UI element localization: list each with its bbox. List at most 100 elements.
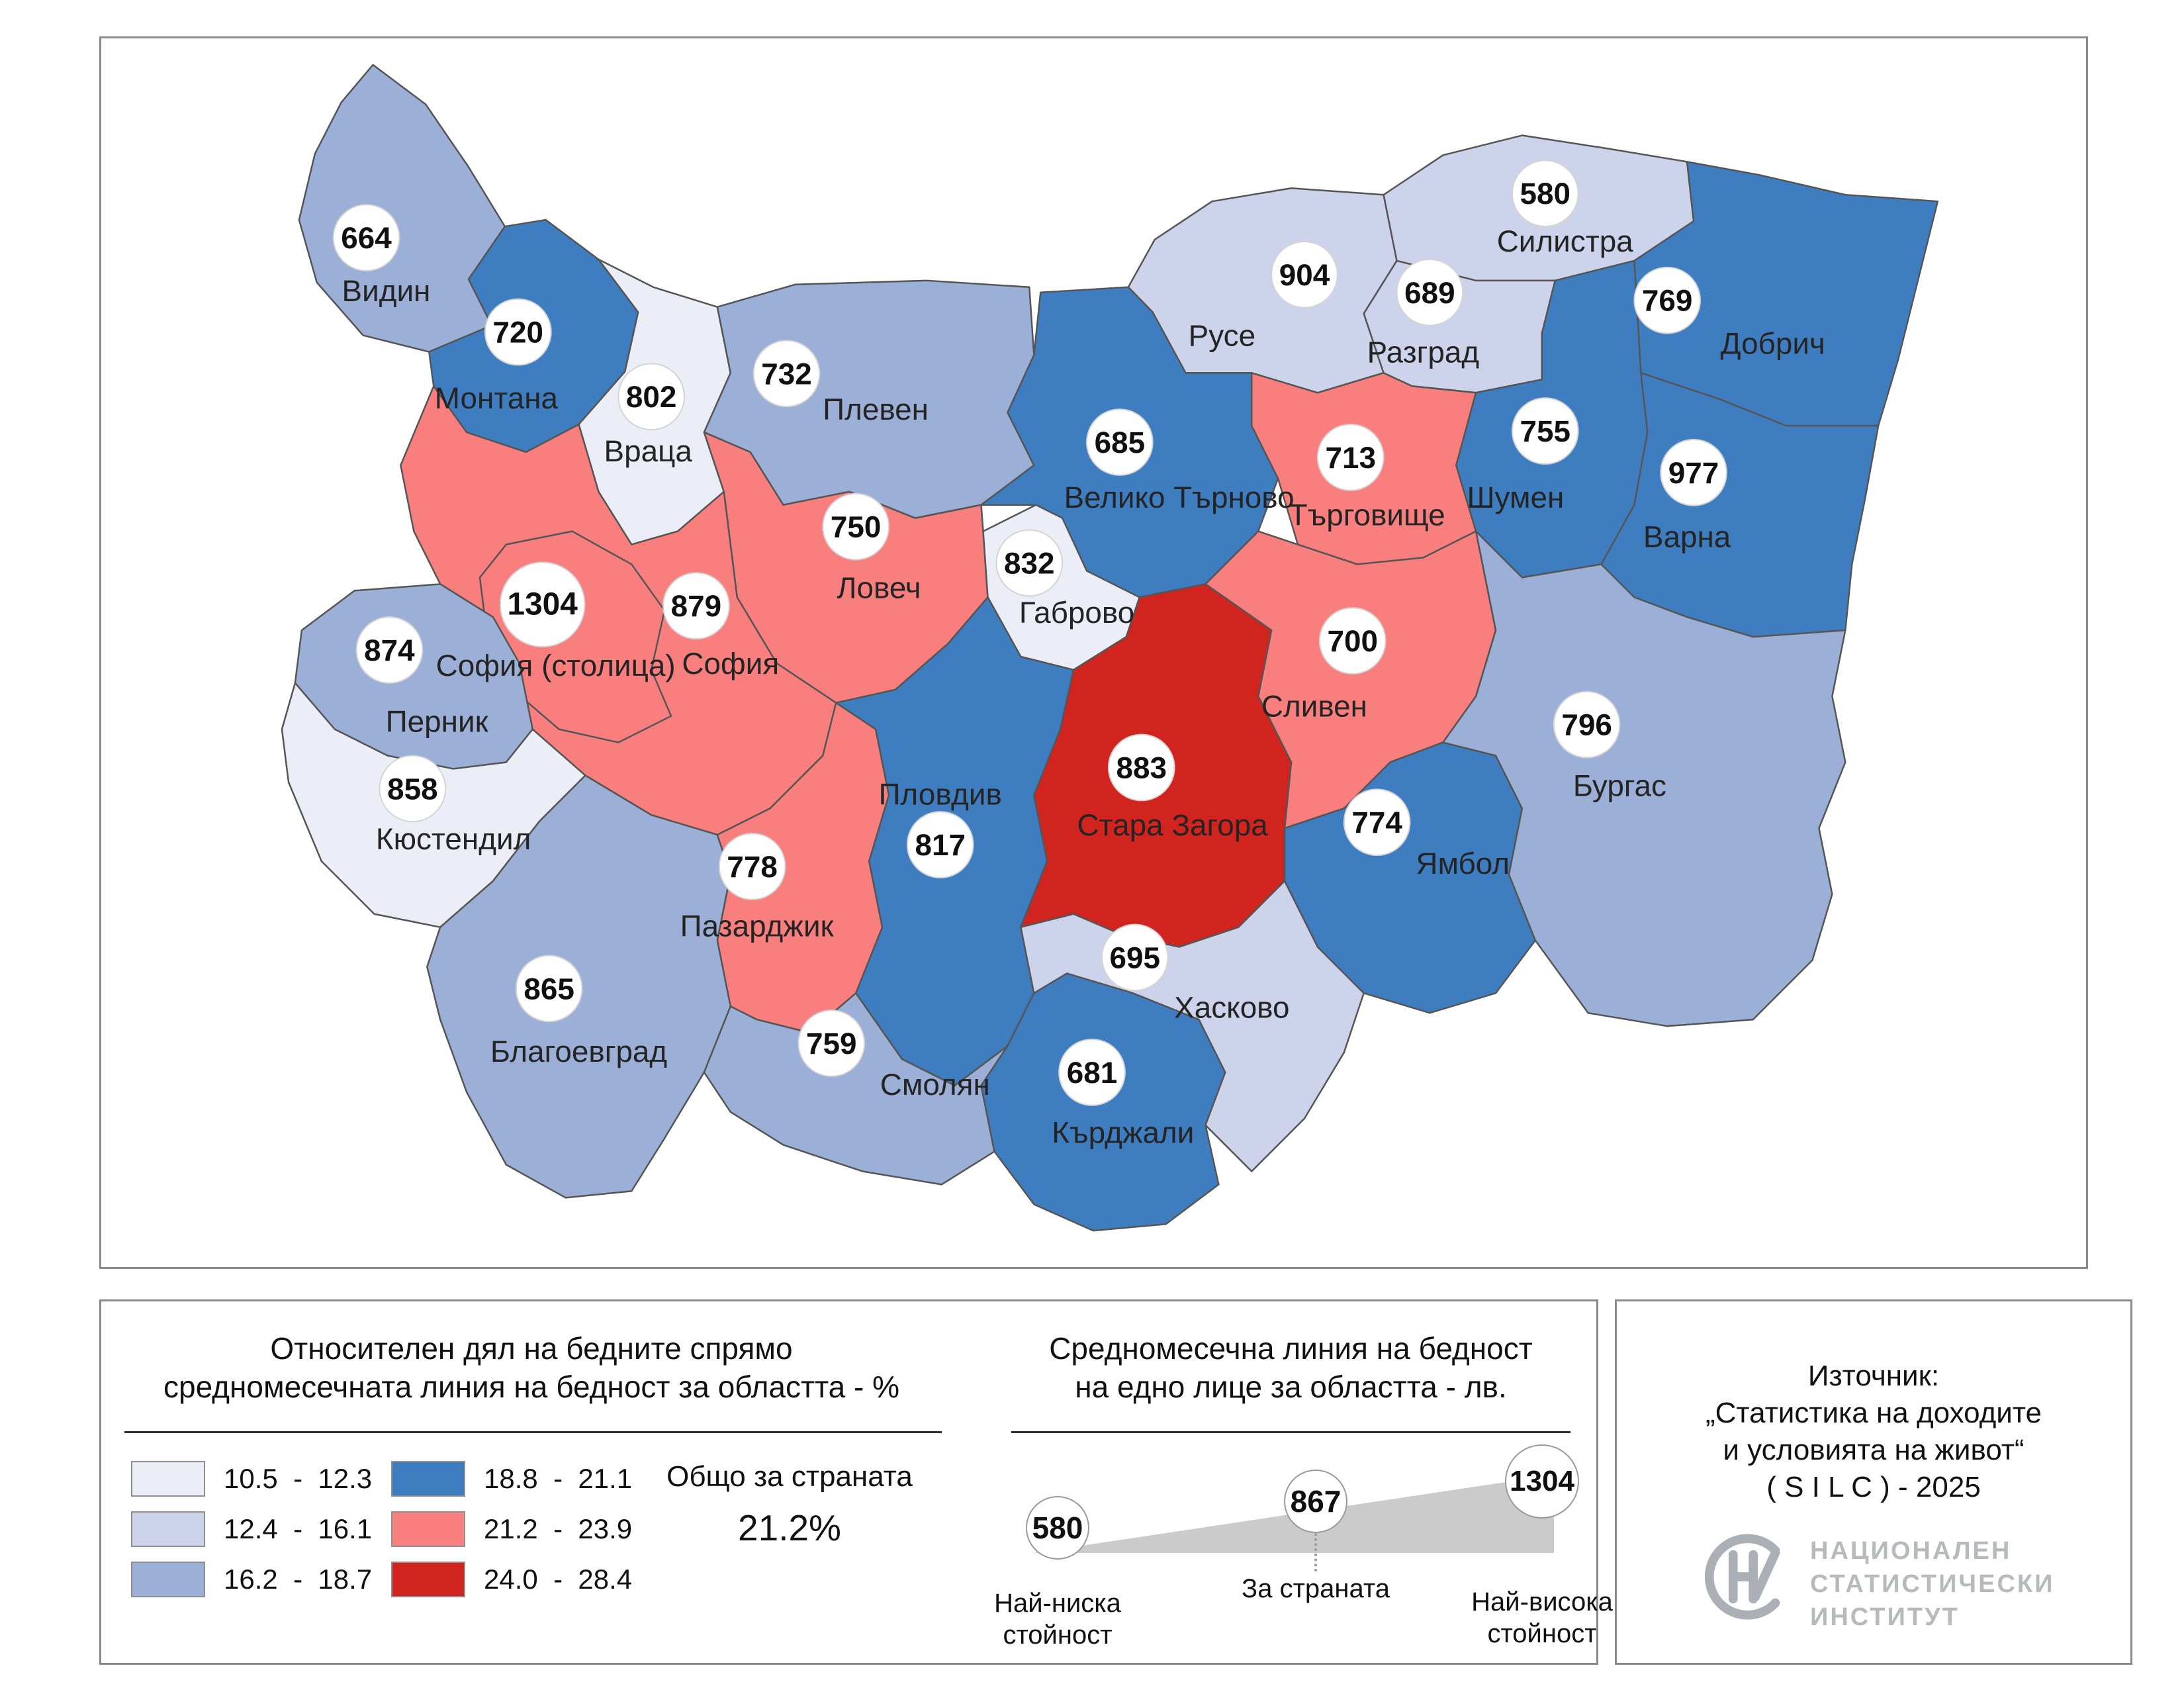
value-stara_zagora: 883 xyxy=(1116,750,1167,784)
legend-swatch-4 xyxy=(391,1511,465,1547)
choropleth-legend-underline xyxy=(124,1431,942,1433)
max-value-badge: 1304 xyxy=(1505,1444,1579,1519)
label-plovdiv: Пловдив xyxy=(879,776,1002,811)
value-badge-veliko_tarnovo xyxy=(1086,408,1154,476)
label-yambol: Ямбол xyxy=(1416,846,1510,880)
value-badge-varna xyxy=(1660,439,1727,506)
label-kardzhali: Кърджали xyxy=(1052,1115,1194,1150)
value-badge-targovishte xyxy=(1316,424,1385,491)
value-badge-sliven xyxy=(1318,607,1387,675)
value-veliko_tarnovo: 685 xyxy=(1095,425,1146,459)
value-pleven: 732 xyxy=(761,356,812,391)
label-sofia_obl: София xyxy=(682,646,779,680)
label-ruse: Русе xyxy=(1189,318,1255,353)
value-badge-dobrich xyxy=(1633,266,1702,334)
value-badge-kardzhali xyxy=(1058,1039,1126,1106)
value-haskovo: 695 xyxy=(1110,941,1161,975)
value-plovdiv: 817 xyxy=(915,827,966,862)
label-targovishte: Търговище xyxy=(1289,498,1445,532)
label-gabrovo: Габрово xyxy=(1019,595,1134,630)
legend-range-1: 12.4 - 16.1 xyxy=(224,1513,373,1544)
value-kardzhali: 681 xyxy=(1067,1055,1118,1090)
value-targovishte: 713 xyxy=(1325,440,1375,475)
country-total-value: 21.2% xyxy=(738,1507,841,1548)
legend-range-5: 24.0 - 28.4 xyxy=(484,1564,633,1595)
value-vratsa: 802 xyxy=(626,379,677,414)
choropleth-legend-title: Относителен дял на бедните спрямо средно… xyxy=(101,1329,962,1406)
value-badge-silistra xyxy=(1511,160,1579,228)
source-text: Източник: „Статистика на доходите и усло… xyxy=(1617,1358,2130,1506)
choropleth-legend-title-line2: средномесечната линия на бедност за обла… xyxy=(163,1370,899,1404)
value-razgrad: 689 xyxy=(1404,275,1455,310)
country-value-badge: 867 xyxy=(1284,1470,1347,1533)
label-stara_zagora: Стара Загора xyxy=(1077,808,1269,842)
label-kyustendil: Кюстендил xyxy=(376,821,531,856)
value-burgas: 796 xyxy=(1561,708,1612,742)
value-badge-pernik xyxy=(355,616,424,684)
legend-swatch-5 xyxy=(391,1562,465,1597)
label-montana: Монтана xyxy=(435,381,559,415)
legend-swatch-2 xyxy=(131,1562,205,1597)
value-badge-sofia_obl xyxy=(662,572,730,640)
poverty-line-title-line1: Средномесечна линия на бедност xyxy=(1049,1331,1533,1366)
value-pernik: 874 xyxy=(364,633,415,667)
source-line2: „Статистика на доходите xyxy=(1706,1397,2042,1429)
poverty-line-legend: Средномесечна линия на бедност на едно л… xyxy=(981,1301,1613,1663)
country-total: Общо за страната 21.2% xyxy=(651,1460,929,1549)
label-lovech: Ловеч xyxy=(837,570,921,604)
value-blagoevgrad: 865 xyxy=(523,971,574,1006)
label-vratsa: Враца xyxy=(604,434,693,468)
poverty-line-title-line2: на едно лице за областта - лв. xyxy=(1075,1370,1507,1404)
value-badge-kyustendil xyxy=(379,755,447,823)
label-vidin: Видин xyxy=(342,273,431,308)
value-pazardzhik: 778 xyxy=(727,849,778,884)
label-veliko_tarnovo: Велико Търново xyxy=(1064,480,1295,514)
legend-panel: Относителен дял на бедните спрямо средно… xyxy=(99,1299,1613,1665)
legend-range-0: 10.5 - 12.3 xyxy=(224,1463,373,1494)
map-panel: 664 Видин 720 Монтана 802 Враца 732 Плевен 904 Ру… xyxy=(99,36,2088,1269)
legend-swatch-0 xyxy=(131,1461,205,1497)
value-dobrich: 769 xyxy=(1642,283,1693,318)
nsi-logo-icon xyxy=(1704,1534,1780,1620)
legend-row: 16.2 - 18.7 24.0 - 28.4 xyxy=(131,1554,633,1605)
choropleth-legend: Относителен дял на бедните спрямо средно… xyxy=(101,1301,981,1663)
label-silistra: Силистра xyxy=(1497,224,1633,258)
value-sliven: 700 xyxy=(1327,624,1377,658)
legend-row: 10.5 - 12.3 18.8 - 21.1 xyxy=(131,1454,633,1504)
legend-swatch-1 xyxy=(131,1511,205,1547)
legend-row: 12.4 - 16.1 21.2 - 23.9 xyxy=(131,1504,632,1554)
value-badge-vratsa xyxy=(617,363,685,431)
source-panel: Източник: „Статистика на доходите и усло… xyxy=(1615,1299,2132,1665)
value-ruse: 904 xyxy=(1279,258,1330,292)
source-line1: Източник: xyxy=(1807,1360,1940,1392)
legend-range-2: 16.2 - 18.7 xyxy=(224,1564,373,1595)
label-shumen: Шумен xyxy=(1467,480,1565,514)
label-pazardzhik: Пазарджик xyxy=(680,909,835,943)
label-haskovo: Хасково xyxy=(1174,990,1289,1024)
label-blagoevgrad: Благоевград xyxy=(490,1034,667,1068)
value-gabrovo: 832 xyxy=(1004,545,1055,580)
value-badge-smolyan xyxy=(797,1009,866,1077)
region-burgas xyxy=(1442,530,1846,1027)
value-badge-gabrovo xyxy=(995,529,1064,597)
value-silistra: 580 xyxy=(1520,176,1571,211)
min-value-badge: 580 xyxy=(1026,1496,1089,1560)
value-badge-shumen xyxy=(1511,397,1579,465)
value-kyustendil: 858 xyxy=(387,771,438,806)
value-montana: 720 xyxy=(493,315,544,350)
value-badge-stara_zagora xyxy=(1107,733,1175,802)
value-vidin: 664 xyxy=(341,220,392,255)
source-line3: и условията на живот“ xyxy=(1723,1434,2025,1466)
legend-range-3: 18.8 - 21.1 xyxy=(484,1463,633,1494)
label-pernik: Перник xyxy=(386,704,489,739)
label-varna: Варна xyxy=(1643,520,1731,554)
label-smolyan: Смолян xyxy=(880,1067,990,1102)
country-value-dotted-line xyxy=(1314,1533,1317,1571)
value-badge-razgrad xyxy=(1396,258,1464,326)
value-shumen: 755 xyxy=(1520,414,1571,448)
bulgaria-map: 664 Видин 720 Монтана 802 Враца 732 Плевен 904 Ру… xyxy=(281,64,1939,1232)
min-value-label: Най-ниска стойност xyxy=(994,1589,1121,1650)
label-sofia_city: София (столица) xyxy=(436,648,676,682)
legend-classes: 10.5 - 12.3 18.8 - 21.1 12.4 - 16.1 21.2 - … xyxy=(131,1454,633,1605)
poverty-line-underline xyxy=(1011,1431,1570,1433)
